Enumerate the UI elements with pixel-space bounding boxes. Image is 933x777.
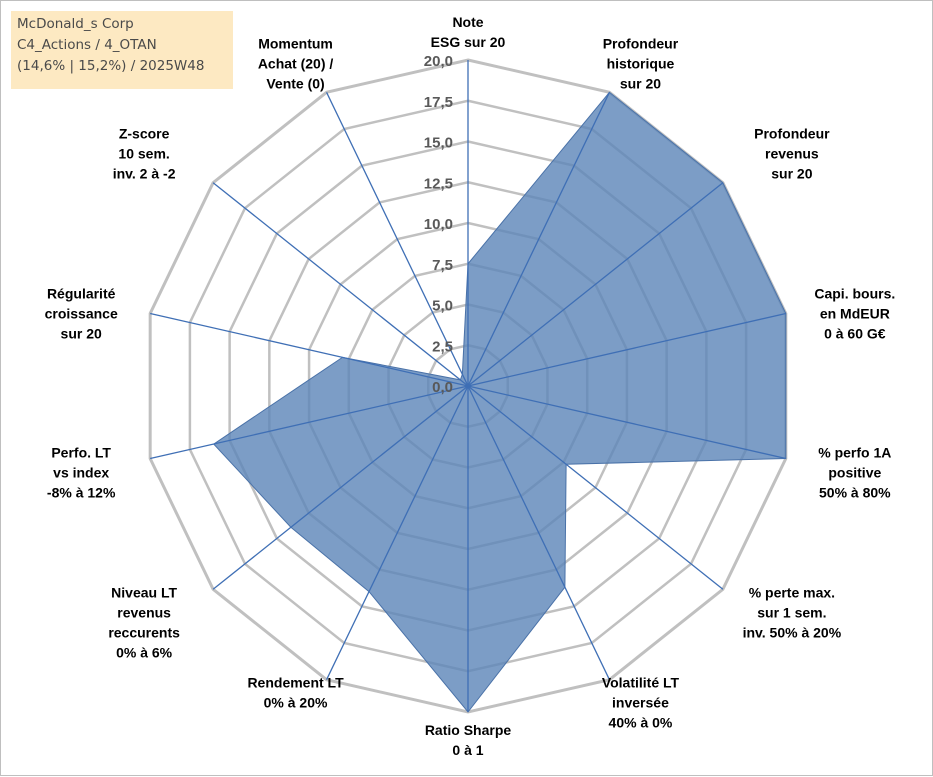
info-category: C4_Actions / 4_OTAN: [17, 37, 157, 53]
data-area: [212, 91, 787, 713]
axis-label: Note ESG sur 20: [431, 14, 506, 50]
axis-spoke: [467, 182, 724, 387]
tick-label: 20,0: [424, 53, 453, 70]
axis-label: Profondeur revenus sur 20: [754, 126, 830, 182]
axis-label: Momentum Achat (20) / Vente (0): [258, 35, 334, 91]
axis-label: Profondeur historique sur 20: [603, 35, 679, 91]
axis-spoke: [325, 92, 469, 387]
tick-label: 7,5: [432, 257, 453, 274]
axis-spoke: [150, 385, 469, 460]
info-stats: (14,6% | 15,2%) / 2025W48: [17, 58, 205, 74]
axis-spoke: [467, 92, 611, 387]
tick-label: 2,5: [432, 338, 453, 355]
axis-label: Z-score 10 sem. inv. 2 à -2: [113, 126, 176, 182]
axis-spoke: [467, 385, 724, 590]
axis-spoke: [467, 312, 786, 387]
tick-label: 5,0: [432, 298, 453, 315]
axis-label: Rendement LT 0% à 20%: [247, 675, 344, 711]
axis-spoke: [150, 312, 469, 387]
tick-label: 17,5: [424, 94, 453, 111]
axis-spoke: [467, 385, 611, 680]
axis-label: % perfo 1A positive 50% à 80%: [818, 445, 891, 501]
axis-label: Capi. bours. en MdEUR 0 à 60 G€: [814, 285, 895, 341]
tick-label: 12,5: [424, 175, 453, 192]
axis-spoke: [467, 385, 786, 460]
axis-label: Ratio Sharpe 0 à 1: [425, 722, 512, 758]
axis-label: % perte max. sur 1 sem. inv. 50% à 20%: [743, 584, 842, 640]
axis-label: Régularité croissance sur 20: [45, 285, 118, 341]
axis-label: Perfo. LT vs index -8% à 12%: [47, 445, 116, 501]
axis-spoke: [325, 385, 469, 680]
tick-label: 10,0: [424, 216, 453, 233]
tick-label: 15,0: [424, 135, 453, 152]
axis-spoke: [212, 182, 469, 387]
axis-label: Niveau LT revenus reccurents 0% à 6%: [108, 584, 180, 660]
tick-label: 0,0: [432, 379, 453, 396]
info-box: McDonald_s Corp C4_Actions / 4_OTAN (14,…: [11, 11, 233, 89]
info-company: McDonald_s Corp: [17, 16, 134, 32]
axis-label: Volatilité LT inversée 40% à 0%: [602, 675, 680, 731]
axis-spoke: [212, 385, 469, 590]
